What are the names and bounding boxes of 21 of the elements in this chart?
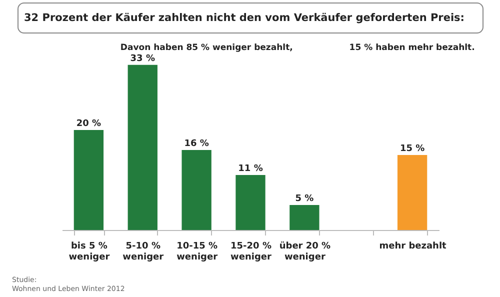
x-tick-label: 15-20 % weniger xyxy=(230,242,272,262)
data-label: 16 % xyxy=(184,138,209,149)
chart-title: 32 Prozent der Käufer zahlten nicht den vom Verkäufer geforderten Preis: xyxy=(24,12,464,24)
x-tick-label: 5-10 % weniger xyxy=(122,242,164,262)
data-label: 33 % xyxy=(130,54,155,64)
bar xyxy=(74,130,104,230)
data-label: 15 % xyxy=(400,144,425,154)
bar xyxy=(397,154,428,230)
bar xyxy=(182,150,212,230)
x-tick-label: über 20 % weniger xyxy=(279,242,331,262)
x-tick-label: mehr bezahlt xyxy=(379,242,448,252)
text: 15 % haben mehr bezahlt. xyxy=(349,43,475,53)
x-tick-label: bis 5 % weniger xyxy=(68,242,110,262)
bar xyxy=(236,174,266,230)
data-label: 5 % xyxy=(295,194,314,204)
bar xyxy=(290,204,320,230)
bar xyxy=(128,64,158,230)
data-label: 11 % xyxy=(238,164,263,174)
text: Davon haben 85 % weniger bezahlt, xyxy=(120,43,293,53)
data-label: 20 % xyxy=(76,118,102,129)
x-tick-label: 10-15 % weniger xyxy=(176,242,218,262)
